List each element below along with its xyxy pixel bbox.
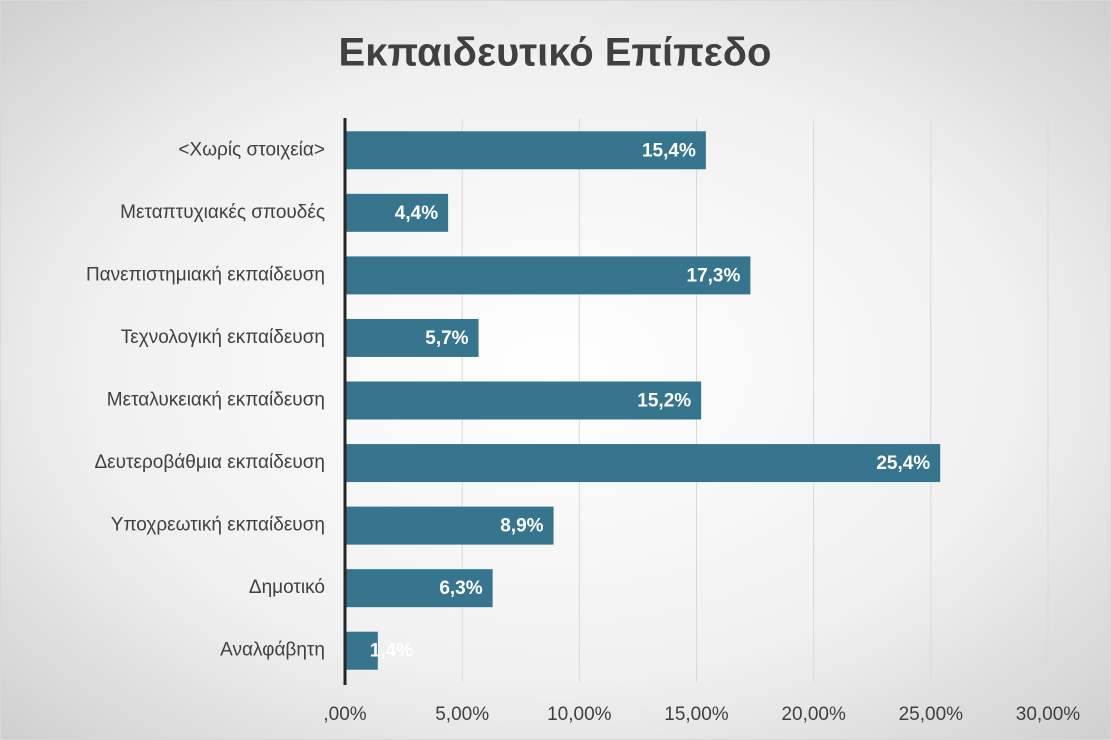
bar bbox=[345, 506, 554, 545]
bar bbox=[345, 131, 706, 170]
bar bbox=[345, 569, 493, 608]
y-tick-label: Τεχνολογική εκπαίδευση bbox=[121, 327, 325, 348]
bar bbox=[345, 631, 378, 670]
value-label: 6,3% bbox=[439, 578, 482, 599]
x-tick-label: 20,00% bbox=[781, 704, 846, 725]
bar bbox=[345, 256, 751, 295]
x-tick-label: 15,00% bbox=[664, 704, 729, 725]
value-label: 17,3% bbox=[687, 265, 741, 286]
y-tick-label: <Χωρίς στοιχεία> bbox=[178, 139, 325, 160]
x-tick-label: 25,00% bbox=[899, 704, 964, 725]
x-tick-label: 5,00% bbox=[435, 704, 489, 725]
x-tick-label: ,00% bbox=[323, 704, 366, 725]
value-label: 1,4% bbox=[370, 641, 413, 662]
value-label: 15,4% bbox=[642, 140, 696, 161]
y-tick-label: Δευτεροβάθμια εκπαίδευση bbox=[94, 452, 325, 473]
x-tick-label: 10,00% bbox=[547, 704, 612, 725]
y-tick-label: Αναλφάβητη bbox=[220, 640, 325, 661]
y-tick-label: Μεταπτυχιακές σπουδές bbox=[120, 202, 325, 223]
x-tick-label: 30,00% bbox=[1016, 704, 1081, 725]
bar bbox=[345, 381, 702, 420]
bar bbox=[345, 193, 449, 232]
y-tick-label: Δημοτικό bbox=[249, 577, 325, 598]
value-label: 25,4% bbox=[876, 453, 930, 474]
y-tick-label: Πανεπιστημιακή εκπαίδευση bbox=[86, 264, 325, 285]
y-tick-label: Υποχρεωτική εκπαίδευση bbox=[111, 515, 325, 536]
value-label: 8,9% bbox=[500, 516, 543, 537]
value-label: 4,4% bbox=[395, 203, 438, 224]
bar bbox=[345, 444, 941, 483]
bar bbox=[345, 318, 479, 357]
value-label: 5,7% bbox=[425, 328, 468, 349]
y-tick-label: Μεταλυκειακή εκπαίδευση bbox=[107, 390, 325, 411]
value-label: 15,2% bbox=[637, 391, 691, 412]
chart-title: Εκπαιδευτικό Επίπεδο bbox=[339, 31, 772, 75]
